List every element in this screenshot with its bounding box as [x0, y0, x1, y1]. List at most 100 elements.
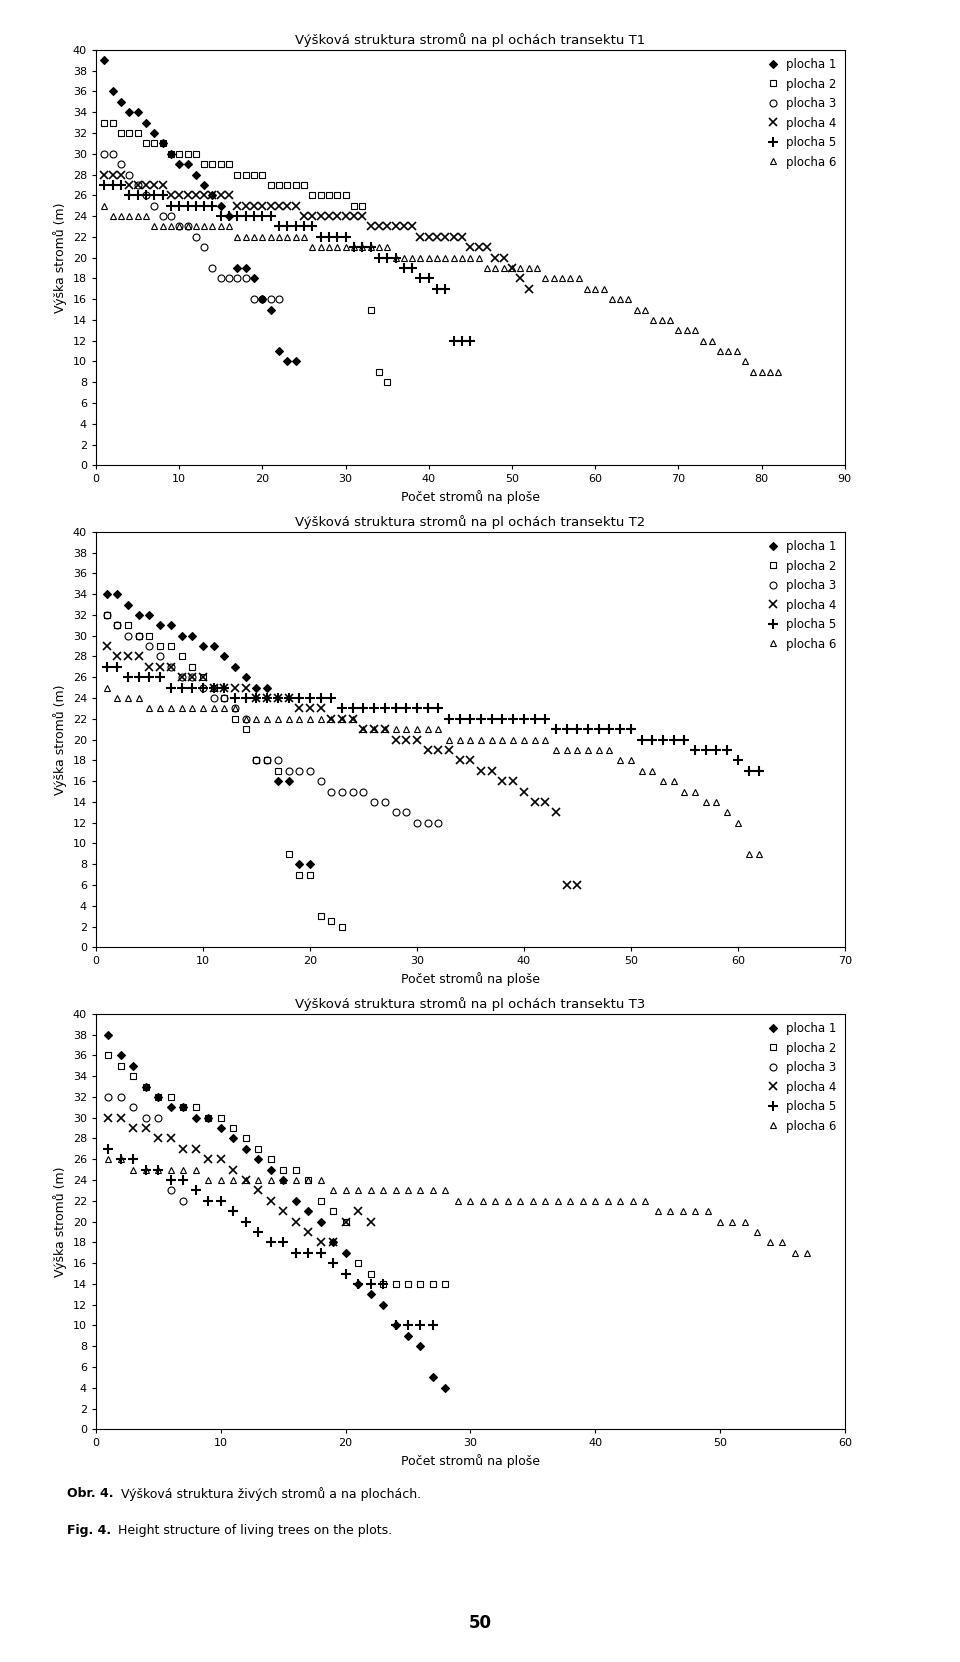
- plocha 5: [101, 656, 112, 676]
- plocha 1: [272, 771, 283, 791]
- plocha 2: [283, 844, 295, 864]
- plocha 1: [252, 1148, 264, 1168]
- plocha 5: [448, 331, 460, 351]
- plocha 6: [290, 1170, 301, 1190]
- plocha 4: [571, 874, 583, 894]
- plocha 5: [381, 248, 393, 268]
- plocha 3: [283, 761, 295, 781]
- plocha 6: [290, 226, 301, 246]
- plocha 1: [149, 123, 160, 143]
- plocha 4: [294, 698, 305, 718]
- plocha 2: [356, 196, 368, 216]
- plocha 1: [427, 1368, 439, 1388]
- Line: plocha 3: plocha 3: [105, 1094, 187, 1205]
- plocha 2: [290, 175, 301, 194]
- plocha 4: [208, 678, 220, 698]
- plocha 5: [240, 206, 252, 226]
- plocha 2: [340, 1212, 351, 1232]
- plocha 1: [281, 352, 293, 372]
- plocha 2: [190, 145, 202, 165]
- plocha 6: [272, 708, 283, 728]
- Line: plocha 1: plocha 1: [104, 592, 313, 868]
- plocha 3: [272, 751, 283, 771]
- plocha 2: [299, 175, 310, 194]
- plocha 1: [249, 269, 260, 289]
- plocha 2: [174, 145, 185, 165]
- plocha 2: [240, 165, 252, 184]
- plocha 1: [290, 1190, 301, 1210]
- plocha 4: [190, 1138, 202, 1158]
- plocha 2: [277, 1160, 289, 1180]
- Title: Výšková struktura stromů na pl ochách transektu T2: Výšková struktura stromů na pl ochách tr…: [296, 515, 645, 529]
- plocha 2: [165, 637, 177, 656]
- plocha 4: [132, 175, 143, 194]
- plocha 3: [369, 793, 380, 813]
- plocha 5: [315, 1243, 326, 1263]
- Y-axis label: Výška stromů (m): Výška stromů (m): [53, 685, 67, 794]
- plocha 2: [336, 917, 348, 937]
- plocha 1: [283, 771, 295, 791]
- plocha 1: [327, 1232, 339, 1253]
- plocha 1: [274, 341, 285, 361]
- Line: plocha 1: plocha 1: [106, 1032, 448, 1391]
- plocha 6: [101, 678, 112, 698]
- plocha 3: [165, 1180, 177, 1200]
- plocha 2: [156, 133, 168, 153]
- plocha 2: [101, 605, 112, 625]
- plocha 5: [156, 186, 168, 206]
- Line: plocha 2: plocha 2: [101, 120, 391, 386]
- plocha 5: [340, 1263, 351, 1283]
- plocha 3: [133, 627, 145, 647]
- plocha 4: [358, 720, 370, 740]
- plocha 2: [176, 647, 187, 666]
- plocha 5: [299, 216, 310, 236]
- plocha 6: [802, 1243, 813, 1263]
- plocha 3: [101, 605, 112, 625]
- plocha 2: [165, 1087, 177, 1107]
- plocha 1: [377, 1295, 389, 1315]
- plocha 6: [623, 289, 635, 309]
- plocha 5: [115, 175, 127, 194]
- plocha 6: [103, 1148, 114, 1168]
- plocha 6: [743, 844, 755, 864]
- plocha 5: [153, 1160, 164, 1180]
- plocha 4: [249, 196, 260, 216]
- Title: Výšková struktura stromů na pl ochách transektu T3: Výšková struktura stromů na pl ochách tr…: [296, 997, 645, 1010]
- plocha 3: [140, 1107, 152, 1127]
- plocha 2: [261, 751, 273, 771]
- plocha 1: [165, 1097, 177, 1117]
- plocha 1: [240, 668, 252, 688]
- plocha 4: [523, 279, 535, 299]
- plocha 1: [186, 627, 198, 647]
- plocha 1: [140, 113, 152, 133]
- plocha 4: [315, 698, 326, 718]
- plocha 5: [203, 1190, 214, 1210]
- plocha 6: [128, 1160, 139, 1180]
- plocha 1: [203, 1107, 214, 1127]
- plocha 4: [176, 668, 187, 688]
- plocha 5: [215, 1190, 227, 1210]
- plocha 1: [229, 656, 241, 676]
- plocha 5: [240, 1212, 252, 1232]
- plocha 6: [668, 771, 680, 791]
- Legend: plocha 1, plocha 2, plocha 3, plocha 4, plocha 5, plocha 6: plocha 1, plocha 2, plocha 3, plocha 4, …: [764, 538, 839, 653]
- plocha 3: [165, 206, 177, 226]
- plocha 4: [240, 1170, 252, 1190]
- plocha 6: [256, 226, 268, 246]
- plocha 5: [249, 206, 260, 226]
- Line: plocha 4: plocha 4: [103, 642, 582, 889]
- plocha 4: [529, 793, 540, 813]
- plocha 5: [199, 196, 210, 216]
- plocha 1: [197, 637, 208, 656]
- plocha 3: [144, 637, 156, 656]
- plocha 3: [433, 813, 444, 833]
- plocha 2: [224, 155, 235, 175]
- plocha 4: [315, 1232, 326, 1253]
- plocha 4: [411, 730, 422, 750]
- plocha 5: [155, 668, 166, 688]
- Line: plocha 6: plocha 6: [101, 203, 781, 376]
- plocha 2: [352, 1253, 364, 1273]
- plocha 2: [331, 186, 343, 206]
- plocha 5: [465, 331, 476, 351]
- plocha 3: [186, 668, 198, 688]
